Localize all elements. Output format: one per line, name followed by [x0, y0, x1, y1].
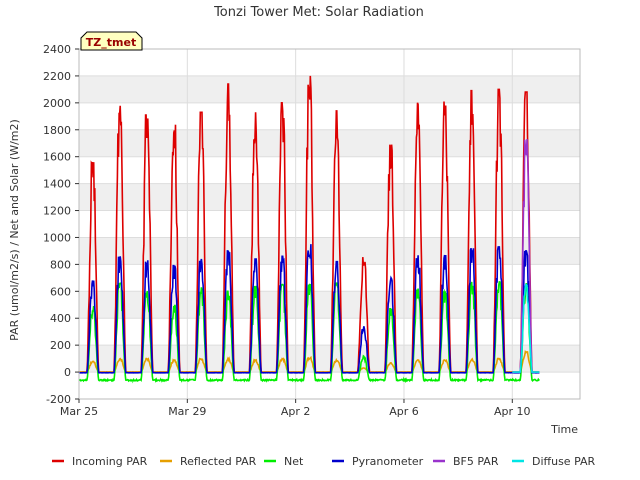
y-axis-ticks: -200 0 200 400 600 800 1000 1200 1400 1600 1800 200… — [43, 43, 79, 406]
plot-frame — [78, 48, 581, 400]
plot-band — [79, 129, 580, 157]
legend-item: Diffuse PAR — [512, 455, 596, 468]
legend-item: Net — [264, 455, 304, 468]
x-axis-label: Time — [550, 423, 578, 436]
site-label-box — [80, 31, 143, 51]
y-tick-label: 1000 — [43, 231, 71, 244]
plot-band — [79, 75, 580, 103]
plot-band — [79, 345, 580, 373]
legend-item: Pyranometer — [332, 455, 424, 468]
y-tick-label: 1400 — [43, 178, 71, 191]
y-tick-label: 1200 — [43, 205, 71, 218]
y-tick-label: 1800 — [43, 124, 71, 137]
series-line-diffuse-par — [512, 283, 540, 373]
legend-label: Incoming PAR — [72, 455, 148, 468]
legend-label: Reflected PAR — [180, 455, 257, 468]
series-line-pyranometer — [79, 244, 540, 374]
x-tick-label: Mar 29 — [168, 405, 206, 418]
y-tick-label: -200 — [46, 393, 71, 406]
legend-item: BF5 PAR — [433, 455, 499, 468]
x-tick-label: Apr 10 — [494, 405, 531, 418]
x-tick-label: Apr 2 — [281, 405, 311, 418]
series-line-net — [78, 281, 540, 384]
y-tick-label: 2400 — [43, 43, 71, 56]
legend-item: Incoming PAR — [52, 455, 148, 468]
chart-title: Tonzi Tower Met: Solar Radiation — [213, 5, 424, 20]
x-tick-label: Mar 25 — [60, 405, 98, 418]
x-tick-label: Apr 6 — [389, 405, 419, 418]
y-tick-label: 400 — [50, 312, 71, 325]
site-label-badge: TZ_tmet — [80, 31, 143, 51]
legend: Incoming PAR Reflected PAR Net Pyranometer B… — [52, 455, 596, 468]
y-tick-label: 200 — [50, 339, 71, 352]
series-layer — [78, 75, 540, 384]
legend-label: Pyranometer — [352, 455, 424, 468]
legend-label: Net — [284, 455, 304, 468]
y-tick-label: 2200 — [43, 70, 71, 83]
legend-label: BF5 PAR — [453, 455, 499, 468]
y-tick-label: 1600 — [43, 151, 71, 164]
x-axis-ticks: Mar 25 Mar 29 Apr 2 Apr 6 Apr 10 — [60, 399, 531, 418]
y-axis-label: PAR (umol/m2/s) / Net and Solar (W/m2) — [8, 119, 21, 341]
y-tick-label: 0 — [64, 366, 71, 379]
y-tick-label: 600 — [50, 285, 71, 298]
legend-label: Diffuse PAR — [532, 455, 596, 468]
site-label: TZ_tmet — [86, 36, 136, 49]
y-tick-label: 2000 — [43, 97, 71, 110]
legend-item: Reflected PAR — [160, 455, 257, 468]
plot-band — [79, 237, 580, 265]
plot-band — [79, 291, 580, 319]
plot-band — [79, 183, 580, 211]
y-tick-label: 800 — [50, 258, 71, 271]
